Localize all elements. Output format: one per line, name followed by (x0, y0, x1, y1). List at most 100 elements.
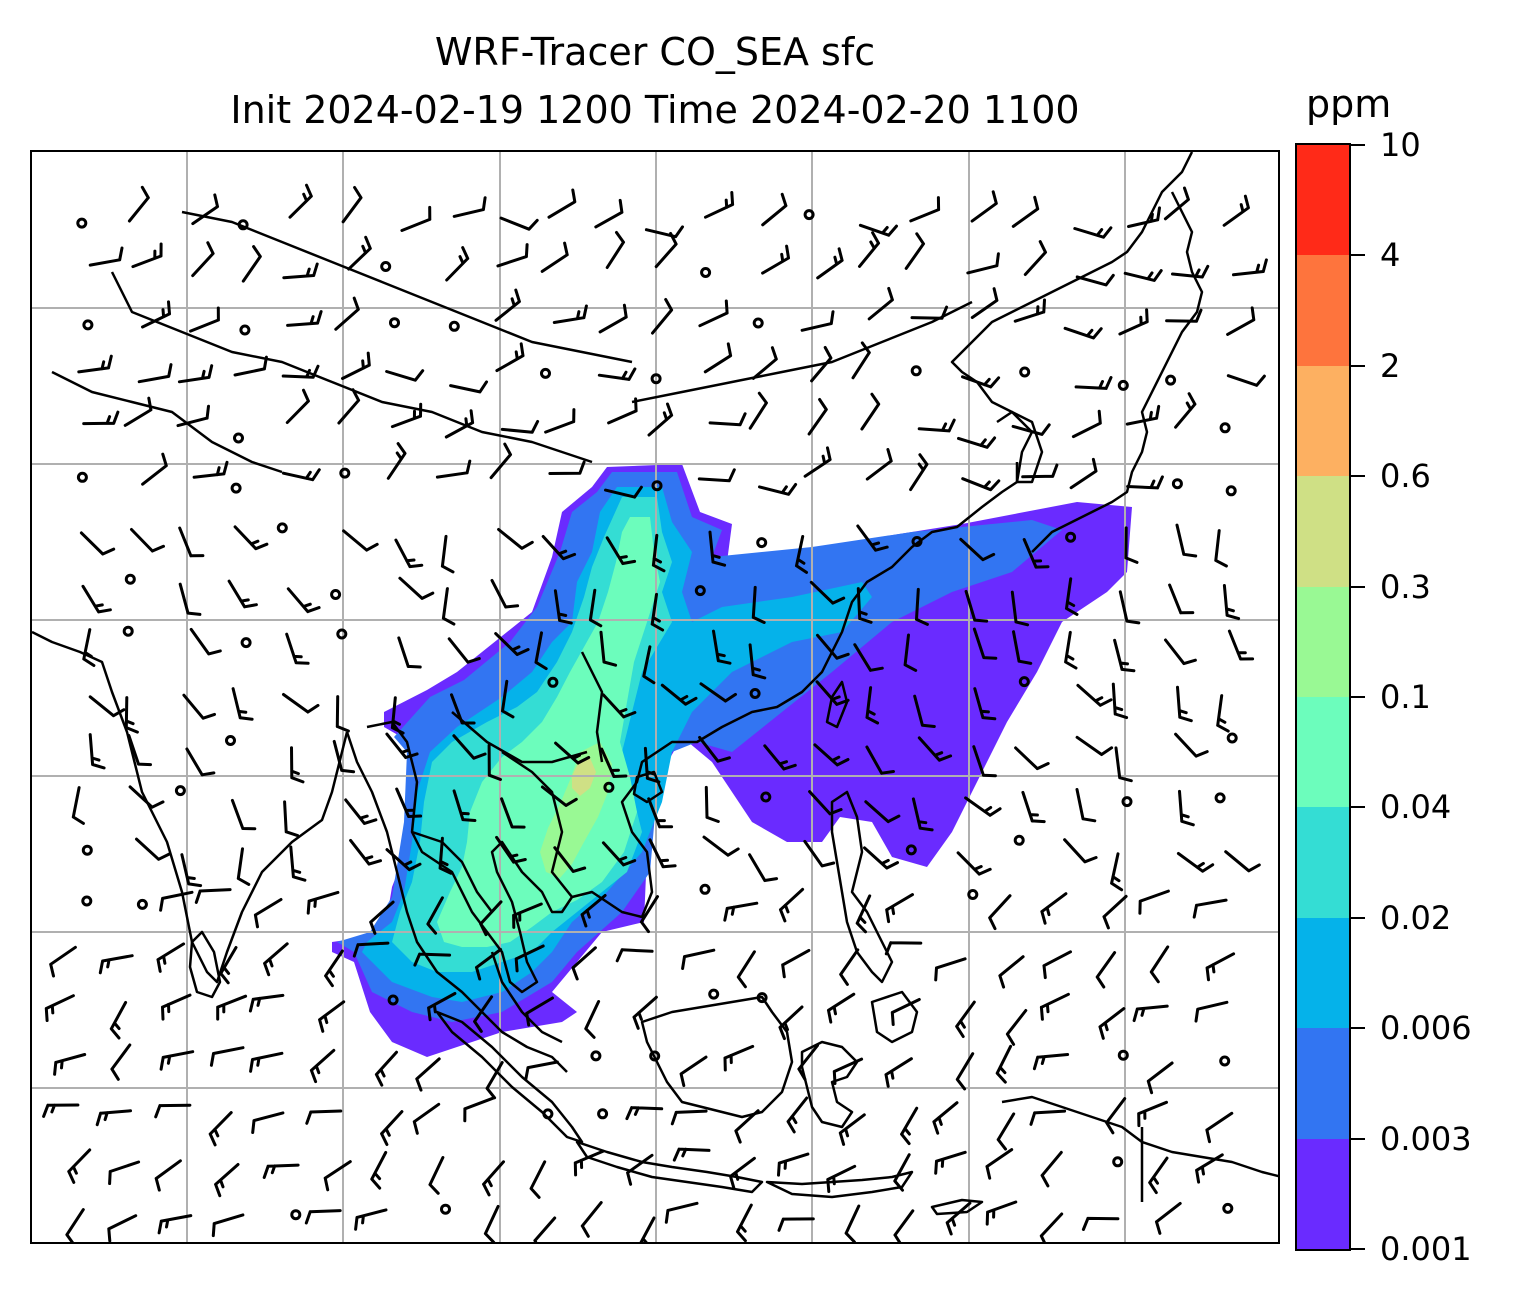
wind-barb (712, 629, 732, 665)
calm-wind-circle (700, 267, 712, 278)
wind-barb (128, 785, 165, 809)
calm-wind-circle (905, 844, 917, 856)
wind-barb (109, 1001, 128, 1040)
calm-wind-circle (967, 889, 979, 900)
calm-wind-circle (339, 467, 351, 479)
wind-barb (398, 576, 435, 600)
wind-barb (131, 242, 163, 269)
wind-barb (385, 848, 422, 872)
wind-barb (1118, 590, 1141, 625)
wind-barb (251, 1111, 285, 1134)
wind-barb (1155, 1201, 1182, 1235)
wind-barb (827, 992, 856, 1024)
wind-barb (385, 732, 419, 759)
wind-barb (856, 524, 889, 552)
wind-barb (1205, 1111, 1234, 1144)
wind-barb (736, 1203, 753, 1242)
wind-barb (282, 693, 320, 714)
wind-barb (1022, 538, 1050, 569)
wind-barb (180, 853, 203, 888)
calm-wind-circle (1225, 485, 1237, 497)
wind-barb (1064, 630, 1078, 670)
wind-barb (1102, 894, 1128, 930)
wind-barb (185, 747, 216, 777)
wind-barb (395, 787, 423, 818)
calm-wind-circle (547, 676, 559, 688)
wind-barb (161, 993, 192, 1021)
wind-barb (485, 1061, 504, 1100)
wind-barb (514, 944, 545, 973)
wind-barb (449, 380, 488, 394)
calm-wind-circle (380, 261, 392, 272)
colorbar-segment (1297, 807, 1349, 918)
wind-barb (79, 531, 116, 556)
wind-barb (966, 252, 1000, 275)
wind-barb (497, 528, 534, 550)
wind-barb (679, 1055, 708, 1088)
calm-wind-circle (708, 988, 720, 1000)
wind-barb (176, 404, 210, 428)
wind-barb (231, 687, 254, 721)
wind-barb (1076, 683, 1113, 707)
wind-barb (127, 185, 150, 223)
wind-barb (178, 582, 202, 616)
inland-borders-1 (110, 271, 593, 464)
wind-barb (529, 1160, 547, 1199)
wind-barb (800, 310, 835, 332)
calm-wind-circle (336, 628, 348, 640)
wind-barb (157, 1214, 193, 1235)
wind-barb (290, 746, 305, 784)
wind-barb (177, 364, 214, 384)
wind-barb (88, 733, 106, 770)
wind-barb (734, 1109, 760, 1144)
colorbar-segment (1297, 1138, 1349, 1249)
wind-barb (283, 800, 300, 838)
wind-barb (598, 303, 628, 334)
wind-barb (672, 1147, 711, 1162)
wind-barb (182, 693, 216, 720)
wind-barb (970, 190, 998, 223)
wind-barb (597, 367, 637, 381)
wind-barb (1114, 746, 1133, 783)
wind-barb (605, 231, 625, 269)
wind-barb (651, 298, 674, 335)
wind-barb (625, 1106, 664, 1121)
wind-barb (758, 483, 798, 496)
calm-wind-circle (1219, 422, 1231, 434)
calm-wind-circle (1117, 1049, 1129, 1061)
wind-barb (704, 785, 720, 823)
wind-barb (955, 1000, 976, 1038)
wind-barb (341, 351, 371, 380)
wind-barb (777, 1217, 815, 1232)
wind-barb (541, 535, 577, 561)
wind-barb (781, 948, 811, 979)
wind-barb (1176, 685, 1193, 723)
wind-barb (1110, 852, 1124, 892)
wind-barb (615, 948, 654, 963)
wind-barb (729, 1156, 756, 1190)
calm-wind-circle (542, 1108, 554, 1120)
calm-wind-circle (1112, 1156, 1124, 1168)
wind-barb (973, 687, 997, 721)
wind-barb (1174, 732, 1209, 758)
calm-wind-circle (1171, 478, 1183, 490)
wind-barb (553, 589, 573, 625)
wind-barb (262, 1163, 300, 1179)
wind-barb (130, 528, 165, 553)
calm-wind-circle (387, 994, 399, 1006)
wind-barb (698, 299, 729, 328)
calm-wind-circle (1121, 796, 1133, 808)
wind-barb (913, 694, 936, 728)
wind-barb (751, 346, 778, 380)
wind-barb (704, 191, 735, 219)
wind-barb (604, 485, 643, 499)
wind-barb (600, 747, 628, 778)
wind-barb (1214, 529, 1228, 568)
wind-barb (996, 1112, 1016, 1151)
wind-barb (703, 342, 733, 374)
calm-wind-circle (1226, 732, 1238, 744)
wind-barb (855, 894, 872, 934)
wind-barb (972, 745, 997, 778)
wind-barb (988, 894, 1012, 931)
wind-barb (708, 530, 727, 567)
